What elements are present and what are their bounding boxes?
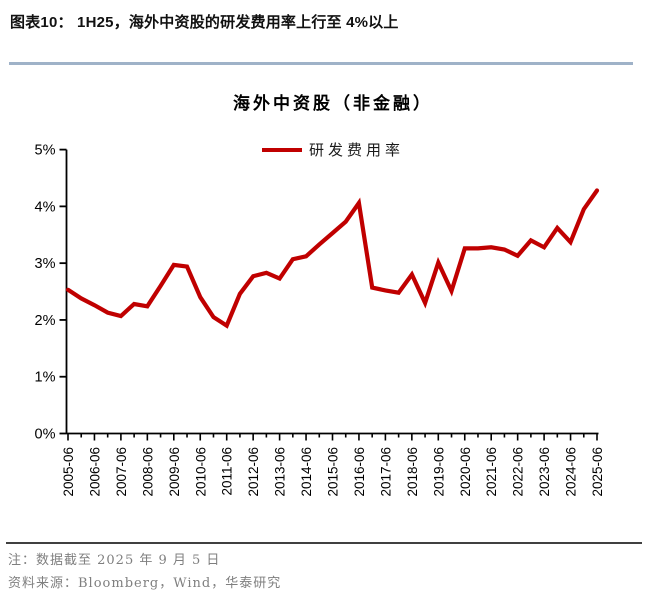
figure-title: 图表10： 1H25，海外中资股的研发费用率上行至 4%以上 — [10, 14, 399, 31]
x-tick-label: 2023-06 — [537, 447, 552, 497]
x-tick-label: 2012-06 — [246, 447, 261, 497]
x-tick-label: 2018-06 — [405, 447, 420, 497]
x-tick-label: 2015-06 — [326, 447, 341, 497]
x-tick-label: 2024-06 — [564, 447, 579, 497]
footer: 注：数据截至 2025 年 9 月 5 日 资料来源：Bloomberg，Win… — [8, 549, 638, 595]
x-tick-label: 2017-06 — [378, 447, 393, 497]
title-divider — [9, 62, 633, 65]
x-tick-label: 2010-06 — [193, 447, 208, 497]
x-tick-label: 2006-06 — [87, 447, 102, 497]
legend-line-swatch — [261, 147, 302, 152]
x-tick-label: 2020-06 — [458, 447, 473, 497]
x-tick-label: 2009-06 — [167, 447, 182, 497]
footer-note: 注：数据截至 2025 年 9 月 5 日 — [8, 553, 221, 568]
x-tick-label: 2022-06 — [511, 447, 526, 497]
y-tick-label: 5% — [35, 143, 56, 159]
y-tick-label: 0% — [35, 427, 56, 443]
x-tick-label: 2007-06 — [114, 447, 129, 497]
footer-divider — [6, 542, 642, 544]
chart-legend: 研发费用率 — [98, 139, 568, 160]
x-tick-label: 2025-06 — [590, 447, 605, 497]
series-line — [65, 188, 600, 329]
x-tick-label: 2014-06 — [299, 447, 314, 497]
y-tick-label: 2% — [35, 313, 56, 329]
y-tick-label: 4% — [35, 199, 56, 215]
x-tick-label: 2019-06 — [431, 447, 446, 497]
x-tick-label: 2008-06 — [140, 447, 155, 497]
x-tick-label: 2011-06 — [220, 447, 235, 496]
x-tick-label: 2021-06 — [484, 447, 499, 497]
y-tick-label: 1% — [35, 370, 56, 386]
x-tick-label: 2013-06 — [273, 447, 288, 497]
x-tick-label: 2016-06 — [352, 447, 367, 497]
legend-label: 研发费用率 — [308, 141, 404, 159]
footer-source: 资料来源：Bloomberg，Wind，华泰研究 — [8, 576, 282, 591]
x-tick-label: 2005-06 — [61, 447, 76, 497]
chart-title: 海外中资股（非金融） — [233, 94, 433, 114]
y-tick-label: 3% — [35, 256, 56, 272]
